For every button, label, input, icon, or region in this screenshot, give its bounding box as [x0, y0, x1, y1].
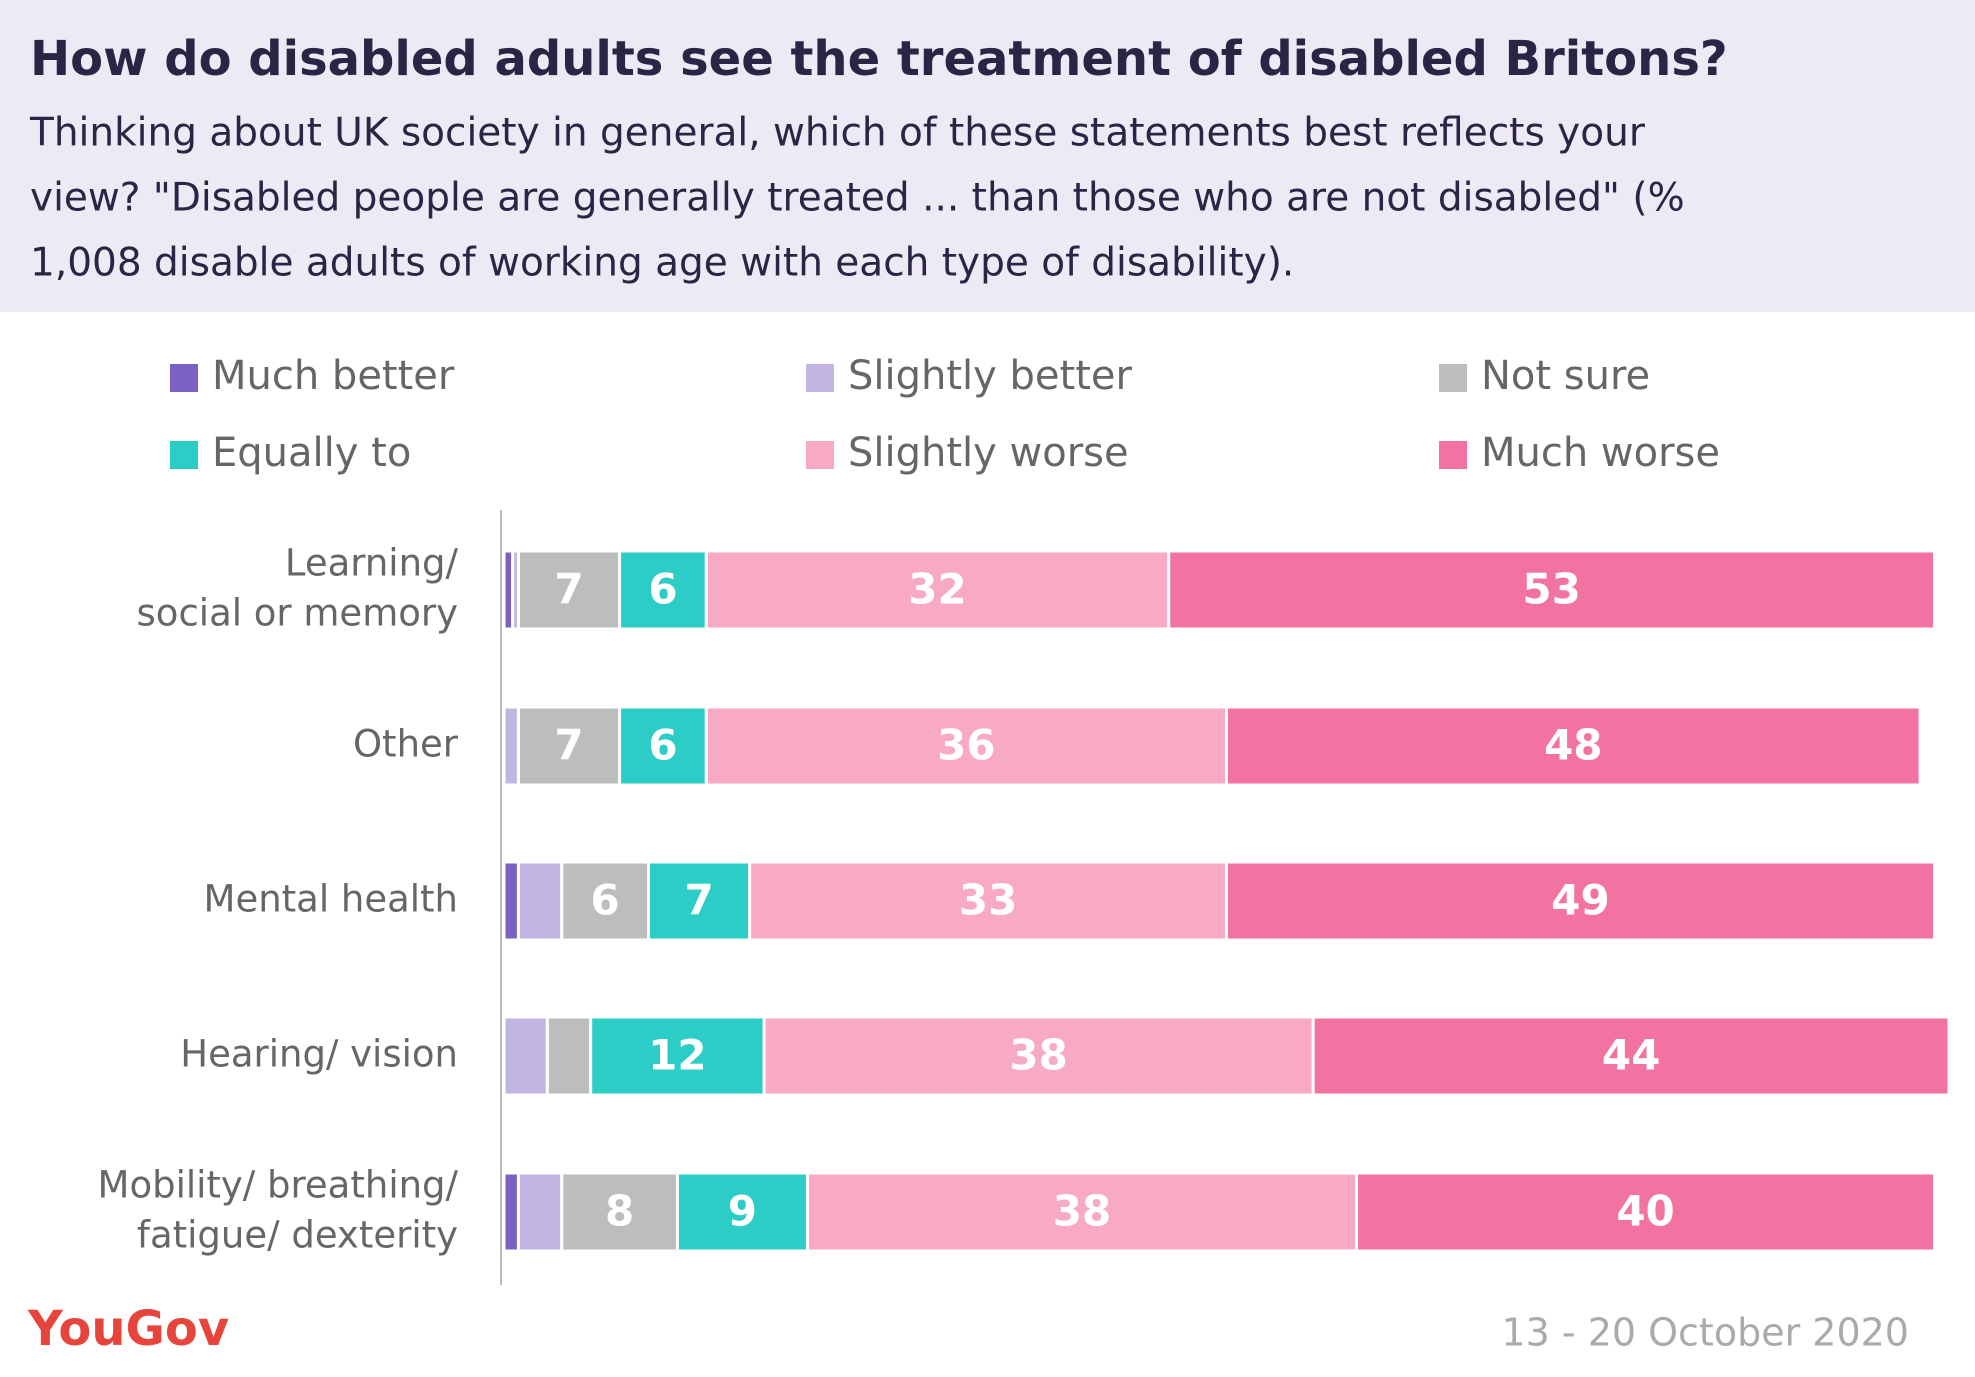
data-label: 36	[937, 721, 995, 770]
data-label: 7	[554, 565, 583, 614]
bar-segment	[748, 860, 1229, 942]
bar-segment	[589, 1015, 766, 1097]
data-label: 44	[1602, 1031, 1660, 1080]
data-label: 49	[1551, 876, 1609, 925]
legend-label: Slightly better	[848, 353, 1133, 399]
data-label: 7	[684, 876, 713, 925]
bar-segment	[545, 1015, 593, 1097]
legend-label: Not sure	[1481, 353, 1650, 399]
subtitle-line: view? "Disabled people are generally tre…	[30, 176, 1685, 221]
bar-segment	[502, 705, 520, 787]
bar-segment	[805, 1171, 1359, 1253]
bar-segment	[618, 549, 708, 631]
legend-swatch	[1439, 364, 1467, 392]
date: 13 - 20 October 2020	[1501, 1311, 1909, 1355]
legend-swatch	[806, 364, 834, 392]
data-label: 6	[591, 876, 620, 925]
bar-segment	[560, 1171, 679, 1253]
bar-segment	[502, 1171, 520, 1253]
bar-segment	[502, 860, 520, 942]
legend-label: Much worse	[1481, 430, 1720, 476]
bar-segment	[704, 549, 1171, 631]
bar-segment	[647, 860, 752, 942]
bar-segment	[1311, 1015, 1951, 1097]
bar-segment	[675, 1171, 809, 1253]
category-label: Mobility/ breathing/	[98, 1164, 459, 1207]
data-label: 48	[1544, 721, 1602, 770]
bar-segment	[502, 1015, 549, 1097]
legend-swatch	[170, 364, 198, 392]
data-label: 8	[605, 1187, 634, 1236]
bar-segment	[1167, 549, 1937, 631]
legend-label: Equally to	[212, 430, 411, 476]
data-label: 33	[959, 876, 1017, 925]
chart-title: How do disabled adults see the treatment…	[30, 31, 1728, 87]
legend-label: Much better	[212, 353, 455, 399]
bar-segment	[516, 705, 622, 787]
bar-segment	[762, 1015, 1315, 1097]
data-label: 38	[1053, 1187, 1111, 1236]
data-label: 53	[1522, 565, 1580, 614]
bar-segment	[1225, 705, 1922, 787]
subtitle-line: 1,008 disable adults of working age with…	[30, 241, 1294, 286]
bar-segment	[560, 860, 650, 942]
data-label: 38	[1009, 1031, 1067, 1080]
bar-segment	[516, 860, 564, 942]
legend-swatch	[170, 441, 198, 469]
legend-label: Slightly worse	[848, 430, 1129, 476]
category-label: Mental health	[204, 878, 458, 921]
data-label: 6	[648, 565, 677, 614]
bar-segment	[516, 549, 622, 631]
category-label: Other	[353, 723, 459, 766]
bar-segment	[516, 1171, 564, 1253]
source-logo: YouGov	[27, 1301, 229, 1357]
data-label: 6	[648, 721, 677, 770]
subtitle-line: Thinking about UK society in general, wh…	[29, 111, 1646, 156]
legend-swatch	[806, 441, 834, 469]
category-label: Hearing/ vision	[180, 1033, 458, 1076]
bar-segment	[704, 705, 1228, 787]
legend-swatch	[1439, 441, 1467, 469]
category-label: fatigue/ dexterity	[137, 1214, 458, 1257]
header-band	[0, 0, 1975, 312]
data-label: 9	[728, 1187, 757, 1236]
data-label: 7	[554, 721, 583, 770]
category-label: social or memory	[137, 592, 458, 635]
bar-segment	[1225, 860, 1937, 942]
data-label: 32	[908, 565, 966, 614]
data-label: 12	[648, 1031, 706, 1080]
category-label: Learning/	[285, 542, 459, 585]
bar-segment	[1355, 1171, 1937, 1253]
data-label: 40	[1616, 1187, 1674, 1236]
